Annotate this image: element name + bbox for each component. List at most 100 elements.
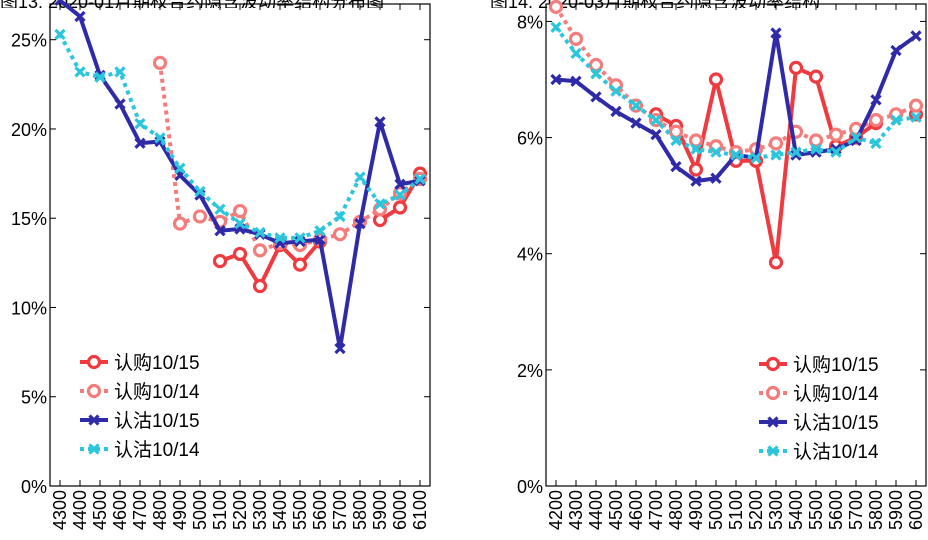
data-point [790, 146, 802, 158]
x-tick-label: 4300 [566, 490, 586, 530]
y-tick-label: 20% [11, 120, 47, 140]
data-point [568, 31, 584, 46]
x-tick-label: 5800 [866, 490, 886, 530]
y-tick-label: 2% [517, 361, 543, 381]
legend-marker [767, 445, 779, 457]
data-point [588, 57, 604, 73]
x-tick-label: 4600 [626, 490, 646, 530]
data-point [670, 160, 682, 173]
data-point [630, 117, 642, 129]
data-point [868, 113, 884, 128]
x-tick-label: 4300 [50, 490, 70, 530]
x-tick-label: 5600 [826, 490, 846, 530]
x-tick-label: 5500 [290, 490, 310, 530]
data-point [830, 146, 842, 158]
data-point [630, 99, 642, 112]
legend-marker [767, 416, 779, 428]
data-point [808, 133, 824, 148]
data-point [54, 0, 66, 7]
x-tick-label: 4400 [586, 490, 606, 530]
data-point [828, 127, 844, 142]
data-point [710, 172, 722, 184]
x-tick-label: 4700 [646, 490, 666, 530]
data-point [152, 55, 168, 71]
data-point [570, 75, 582, 87]
data-point [870, 137, 882, 150]
data-point [252, 278, 268, 294]
plot-frame [49, 3, 431, 487]
data-point [750, 152, 762, 164]
data-point [850, 131, 862, 144]
data-point [294, 232, 306, 244]
data-point [172, 216, 188, 231]
data-point [690, 175, 702, 187]
y-tick-label: 4% [517, 245, 543, 265]
x-tick-label: 5200 [746, 490, 766, 530]
legend-marker [86, 383, 102, 399]
data-point [730, 149, 742, 161]
series-4 [54, 28, 426, 244]
data-point [910, 30, 922, 42]
data-point [334, 342, 346, 355]
series-4 [550, 21, 922, 164]
x-tick-label: 4700 [130, 490, 150, 530]
x-tick-label: 6000 [390, 490, 410, 530]
data-point [374, 198, 386, 210]
x-tick-label: 4900 [170, 490, 190, 530]
data-point [668, 124, 684, 139]
data-point [394, 189, 406, 201]
y-tick-label: 5% [21, 388, 47, 408]
legend-label: 认购10/15 [114, 352, 200, 374]
data-point [908, 98, 924, 113]
data-point [314, 234, 326, 246]
data-point [354, 217, 366, 230]
data-point [808, 69, 824, 84]
legend: 认购10/15 认购10/14 认沽10/15 认沽10/14 [80, 352, 200, 461]
chart-panel-1: 0% 5% 10% 15% 20% 25% 4300 4400 4500 4600 4700 4800… [11, 0, 431, 530]
data-point [392, 200, 408, 215]
data-point [374, 116, 386, 128]
data-point [890, 114, 902, 126]
data-point [254, 226, 266, 239]
x-tick-label: 4500 [90, 490, 110, 530]
data-point [650, 114, 662, 126]
x-tick-label: 4800 [666, 490, 686, 530]
data-point [214, 225, 226, 237]
x-tick-label: 4600 [110, 490, 130, 530]
data-point [134, 117, 146, 130]
data-point [354, 171, 366, 183]
data-point [234, 217, 246, 230]
data-point [650, 129, 662, 141]
y-tick-label: 6% [517, 129, 543, 149]
data-point [252, 243, 268, 258]
data-point [192, 209, 208, 224]
y-tick-label: 25% [11, 31, 47, 51]
data-point [232, 203, 248, 219]
data-point [548, 0, 564, 15]
data-point [292, 257, 308, 272]
data-point [870, 94, 882, 106]
legend-label: 认沽10/15 [114, 410, 200, 432]
data-point [688, 162, 704, 177]
x-tick-label: 5700 [846, 490, 866, 530]
series-3 [54, 0, 426, 355]
data-point [770, 149, 782, 161]
legend-marker [88, 414, 100, 426]
data-point [154, 132, 166, 144]
data-point [610, 85, 622, 97]
data-point [890, 44, 902, 57]
legend-marker [765, 385, 781, 401]
data-point [74, 66, 86, 78]
x-tick-label: 6100 [410, 490, 430, 530]
x-tick-label: 5300 [766, 490, 786, 530]
x-tick-label: 4400 [70, 490, 90, 530]
data-point [590, 91, 602, 103]
legend-marker [86, 354, 102, 370]
data-point [850, 134, 862, 147]
x-tick-label: 4900 [686, 490, 706, 530]
data-point [910, 111, 922, 123]
x-tick-label: 5000 [706, 490, 726, 530]
x-tick-label: 5400 [270, 490, 290, 530]
x-tick-label: 4200 [546, 490, 566, 530]
